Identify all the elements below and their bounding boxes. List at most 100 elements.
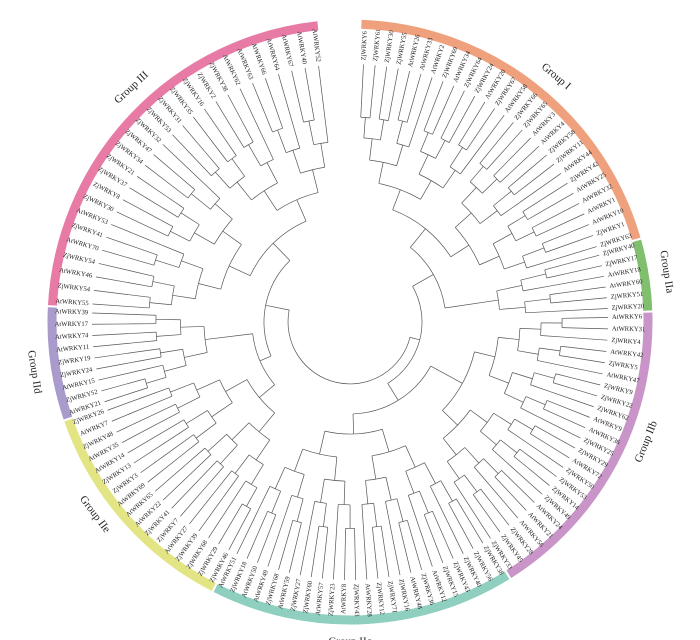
branch-line (466, 133, 478, 151)
branch-arc (503, 372, 513, 394)
branch-line (344, 548, 346, 580)
branch-arc (324, 478, 345, 482)
branch-line (442, 170, 456, 189)
branch-arc (474, 458, 484, 468)
branch-line (473, 466, 489, 484)
branch-line (266, 162, 278, 184)
branch-line (385, 477, 392, 501)
leaf-label: ZjWRKY71 (386, 580, 398, 613)
group-label: Group I (539, 61, 573, 93)
branch-line (354, 548, 357, 580)
branch-arc (211, 168, 220, 176)
branch-line (493, 190, 512, 207)
branch-line (449, 90, 465, 121)
branch-line (456, 498, 467, 517)
branch-line (371, 455, 377, 480)
branch-line (468, 101, 486, 129)
branch-line (524, 441, 564, 468)
branch-line (480, 430, 497, 446)
leaf-label: ZjWRKY24 (60, 366, 94, 379)
branch-line (231, 422, 250, 441)
branch-line (529, 163, 555, 184)
branch-line (107, 396, 146, 411)
branch-line (259, 355, 272, 362)
branch-arc (448, 498, 457, 504)
branch-line (563, 406, 590, 418)
leaf-label: AtWRKY74 (55, 332, 89, 341)
branch-line (440, 529, 454, 559)
branch-line (194, 232, 215, 245)
branch-line (191, 193, 211, 210)
leaf-label: AtWRKY67 (280, 34, 295, 69)
branch-line (448, 124, 460, 143)
branch-line (406, 103, 413, 123)
branch-line (506, 489, 527, 511)
branch-line (164, 365, 187, 372)
branch-line (122, 199, 154, 217)
branch-line (182, 125, 206, 153)
branch-line (572, 377, 601, 386)
branch-line (508, 174, 524, 188)
branch-line (98, 369, 143, 381)
branch-line (440, 85, 455, 116)
branch-line (185, 447, 206, 465)
branch-line (98, 263, 133, 272)
branch-line (504, 261, 525, 270)
group-arc (47, 307, 73, 420)
branch-line (121, 423, 158, 443)
branch-line (480, 488, 492, 504)
branch-line (545, 245, 564, 253)
branch-line (137, 247, 158, 256)
branch-line (380, 525, 385, 546)
branch-line (446, 461, 460, 479)
branch-line (391, 68, 399, 101)
branch-line (155, 259, 180, 268)
branch-line (180, 485, 208, 517)
branch-arc (492, 243, 505, 270)
branch-line (310, 99, 315, 121)
branch-line (132, 271, 155, 277)
branch-line (265, 78, 277, 110)
branch-line (371, 65, 376, 98)
branch-line (299, 524, 311, 576)
leaf-label: AtWRKY52 (311, 28, 322, 62)
leaf-label: AtWRKY42 (610, 348, 644, 359)
group-arc (632, 239, 653, 311)
branch-line (159, 205, 179, 218)
branch-line (499, 168, 516, 183)
branch-arc (159, 348, 162, 358)
branch-line (227, 94, 244, 125)
branch-line (132, 340, 157, 344)
branch-line (360, 96, 363, 118)
branch-line (444, 299, 499, 309)
branch-line (304, 67, 312, 101)
branch-line (291, 70, 300, 103)
branch-line (195, 422, 217, 439)
branch-line (258, 412, 275, 433)
branch-line (408, 495, 417, 518)
branch-line (499, 306, 526, 310)
branch-line (514, 146, 540, 169)
branch-line (492, 233, 513, 245)
branch-line (283, 495, 293, 518)
branch-line (104, 392, 132, 403)
branch-line (530, 433, 546, 444)
branch-line (204, 108, 225, 138)
branch-line (378, 162, 384, 184)
branch-line (215, 171, 231, 189)
branch-line (94, 351, 135, 359)
branch-arc (204, 447, 212, 455)
branch-line (381, 66, 388, 99)
branch-line (410, 228, 426, 248)
branch-line (531, 218, 551, 229)
branch-line (442, 438, 457, 455)
branch-line (479, 210, 498, 224)
branch-arc (396, 143, 409, 148)
leaf-label: AtWRKY60 (609, 278, 644, 290)
branch-line (312, 169, 319, 193)
branch-line (396, 498, 404, 522)
branch-line (470, 409, 488, 423)
branch-line (160, 348, 183, 354)
branch-line (214, 144, 228, 163)
leaf-label: AtWRKY11 (56, 344, 90, 354)
